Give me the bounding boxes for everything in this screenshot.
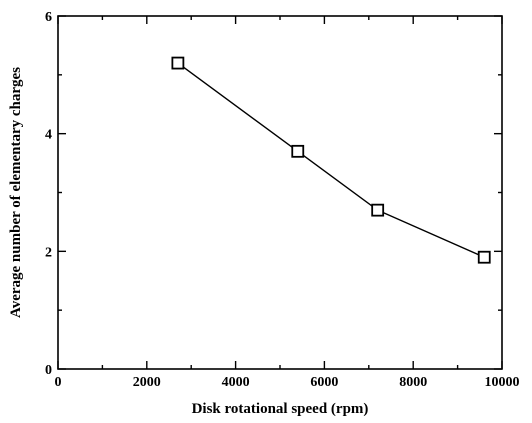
x-tick-label: 10000 [485,375,520,390]
x-tick-label: 6000 [310,375,338,390]
y-tick-label: 0 [45,363,52,378]
data-point [291,144,305,158]
data-point [171,56,185,70]
series-line [177,62,485,258]
x-tick-label: 0 [55,375,62,390]
ticks: 0 2000 4000 6000 8000 10000 0 2 4 6 [45,10,520,390]
y-tick-label: 4 [45,128,52,143]
y-tick-label: 2 [45,245,52,260]
x-tick-label: 8000 [399,375,427,390]
y-tick-label: 6 [45,10,52,25]
data-point [477,250,491,264]
x-tick-label: 4000 [222,375,250,390]
axes [57,15,503,370]
x-axis-label: Disk rotational speed (rpm) [192,401,369,417]
data-point [371,203,385,217]
x-tick-label: 2000 [133,375,161,390]
y-axis-label: Average number of elementary charges [8,67,24,318]
series [171,56,491,264]
plot-frame [57,15,503,370]
